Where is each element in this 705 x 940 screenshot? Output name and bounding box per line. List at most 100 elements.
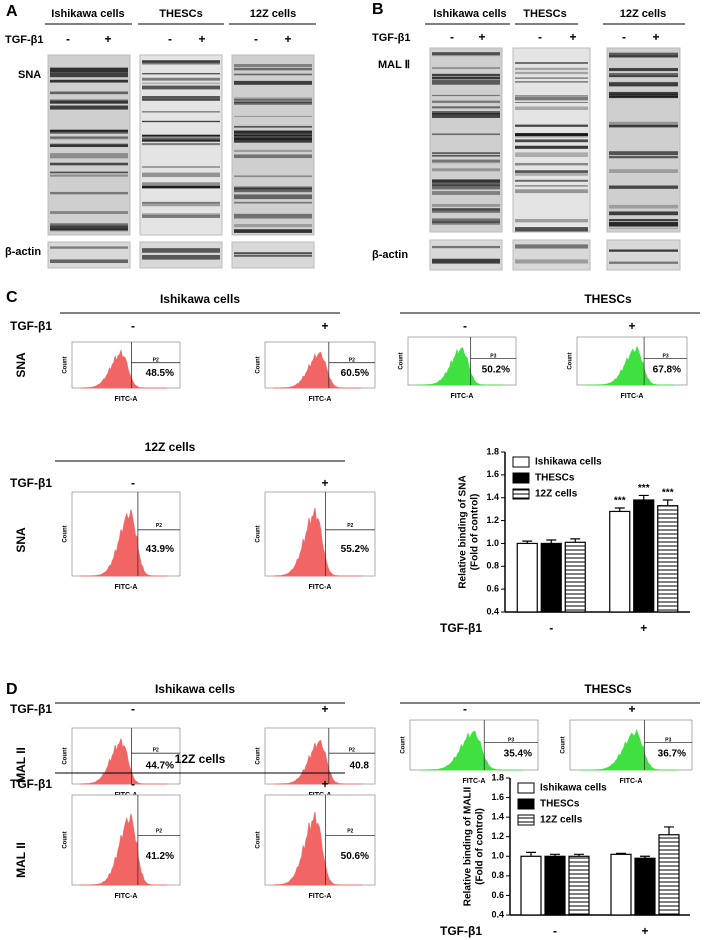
y-axis-label: Count — [399, 352, 405, 369]
blot-band — [609, 121, 678, 127]
treatment-label: TGF-β1 — [10, 702, 52, 716]
gate-label: P2 — [347, 523, 353, 529]
y-tick-label: 1.8 — [486, 446, 499, 456]
panel-letter: A — [6, 3, 18, 20]
treatment-label: TGF-β1 — [10, 319, 52, 333]
x-axis-label: FITC-A — [463, 778, 486, 785]
blot-band — [50, 100, 128, 104]
blot-band — [50, 171, 128, 173]
blot-band — [432, 218, 500, 223]
blot-band — [515, 171, 588, 176]
y-axis-label: Count — [256, 356, 262, 373]
blot-band — [609, 82, 678, 87]
blot-band — [234, 201, 312, 204]
treatment-sign: + — [198, 32, 205, 46]
x-tick-label: - — [553, 924, 557, 938]
histogram-curve — [80, 348, 168, 389]
bar — [658, 834, 680, 916]
flow-histogram — [569, 719, 693, 771]
blot-band — [432, 67, 500, 69]
treatment-label: TGF-β1 — [5, 34, 44, 46]
bar — [633, 499, 655, 613]
treatment-sign: + — [478, 30, 485, 44]
blot-band — [234, 215, 312, 219]
blot-background — [139, 54, 223, 236]
blot-band — [609, 124, 678, 128]
legend-label: THESCs — [540, 799, 580, 810]
blot-band — [234, 125, 312, 128]
x-axis-label: FITC-A — [115, 396, 138, 403]
gate-label: P3 — [665, 737, 671, 743]
blot-band — [234, 80, 312, 85]
loading-label: β-actin — [372, 249, 408, 261]
flow-histogram — [71, 341, 181, 389]
treatment-sign: - — [131, 319, 135, 333]
blot-band — [234, 213, 312, 216]
percent-label: 55.2% — [341, 544, 369, 555]
treatment-sign: - — [131, 777, 135, 791]
histogram-curve — [80, 509, 168, 577]
blot-image — [231, 54, 315, 236]
treatment-sign: - — [254, 32, 258, 46]
blot-image — [429, 239, 503, 271]
bar — [568, 855, 590, 916]
histogram-curve — [585, 345, 674, 386]
treatment-sign: + — [284, 32, 291, 46]
legend-label: Ishikawa cells — [535, 457, 602, 468]
blot-band — [142, 139, 220, 142]
blot-band — [234, 175, 312, 178]
blot-background — [47, 241, 131, 269]
blot-band — [432, 111, 500, 115]
histogram-curve — [416, 347, 504, 386]
blot-image — [139, 54, 223, 236]
blot-band — [234, 254, 312, 257]
group-header: THESCs — [584, 292, 632, 306]
blot-band — [432, 208, 500, 211]
blot-band — [50, 223, 128, 226]
y-tick-label: 1.4 — [486, 492, 499, 502]
blot-band — [515, 189, 588, 194]
histogram-curve — [80, 813, 168, 886]
blot-band — [515, 81, 588, 83]
legend-swatch — [517, 798, 535, 810]
significance-label: *** — [614, 496, 626, 507]
blot-band — [234, 135, 312, 140]
blot-band — [142, 134, 220, 138]
blot-band — [609, 169, 678, 173]
group-header: Ishikawa cells — [433, 8, 506, 20]
x-axis-label: FITC-A — [309, 893, 332, 900]
blot-band — [609, 249, 678, 252]
y-tick-label: 0.8 — [491, 870, 504, 880]
legend-label: Ishikawa cells — [540, 783, 607, 794]
x-axis-label: FITC-A — [451, 393, 474, 400]
blot-band — [50, 162, 128, 166]
flow-histogram — [407, 336, 517, 386]
blot-band — [515, 139, 588, 143]
blot-band — [142, 214, 220, 218]
percent-label: 35.4% — [504, 749, 532, 760]
blot-band — [142, 60, 220, 65]
blot-band — [50, 174, 128, 177]
blot-band — [432, 113, 500, 118]
blot-band — [234, 67, 312, 71]
treatment-sign: - — [168, 32, 172, 46]
treatment-sign: + — [628, 319, 635, 333]
blot-band — [515, 61, 588, 65]
blot-band — [50, 259, 128, 264]
blot-band — [515, 179, 588, 182]
blot-band — [142, 172, 220, 178]
blot-band — [515, 124, 588, 127]
treatment-label: TGF-β1 — [10, 777, 52, 791]
group-header: THESCs — [584, 682, 632, 696]
gate-label: P2 — [349, 748, 355, 754]
error-bar — [550, 853, 560, 857]
bar — [516, 542, 538, 613]
blot-band — [432, 160, 500, 164]
treatment-sign: - — [131, 702, 135, 716]
blot-band — [142, 186, 220, 189]
blot-band — [50, 79, 128, 83]
blot-band — [515, 101, 588, 103]
gate-label: P2 — [349, 358, 355, 364]
legend-swatch — [512, 472, 530, 484]
